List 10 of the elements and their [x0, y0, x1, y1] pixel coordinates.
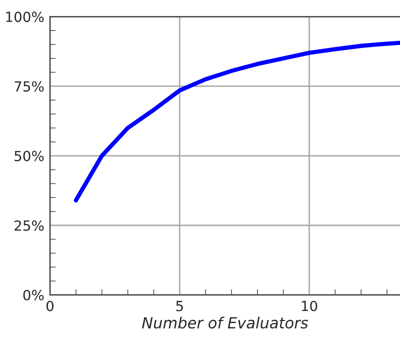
- y-tick-label: 75%: [14, 81, 44, 92]
- x-tick-label: 5: [176, 300, 183, 312]
- line-series: [74, 40, 400, 202]
- x-tick-label: 0: [46, 300, 54, 312]
- y-tick-label: 0%: [23, 290, 44, 300]
- y-tick-label: 25%: [14, 220, 44, 231]
- x-axis-title: Number of Evaluators: [142, 316, 308, 329]
- y-tick-label: 50%: [14, 150, 44, 162]
- x-tick-label: 10: [302, 300, 318, 312]
- y-tick-label: 100%: [6, 12, 44, 22]
